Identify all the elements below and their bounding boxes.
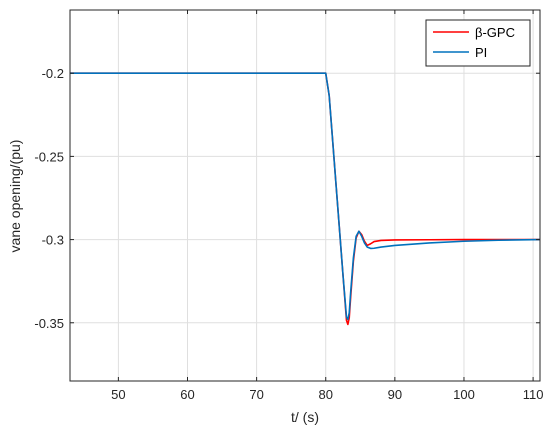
x-tick-label: 100 (453, 387, 475, 402)
x-tick-label: 60 (180, 387, 194, 402)
plot-area (70, 10, 540, 381)
y-axis-ticks: -0.2 -0.25 -0.3 -0.35 (34, 66, 540, 331)
series-line-pi (70, 72, 541, 321)
x-axis-ticks: 50 60 70 80 90 100 110 (111, 10, 543, 402)
y-tick-label: -0.3 (42, 233, 64, 248)
x-tick-label: 110 (523, 387, 544, 402)
legend-label-beta-gpc: β-GPC (475, 25, 515, 40)
y-tick-label: -0.2 (42, 66, 64, 81)
x-tick-label: 50 (111, 387, 125, 402)
legend-box (425, 19, 531, 67)
x-axis-label: t/ (s) (291, 409, 319, 425)
axes-box (69, 9, 541, 382)
x-tick-label: 80 (319, 387, 333, 402)
legend: β-GPC PI (425, 19, 531, 67)
y-axis-label: vane opening/(pu) (7, 140, 23, 253)
x-tick-label: 90 (388, 387, 402, 402)
series-lines (70, 72, 541, 326)
x-tick-label: 70 (249, 387, 263, 402)
y-tick-label: -0.25 (34, 149, 64, 164)
legend-label-pi: PI (475, 45, 487, 60)
y-tick-label: -0.35 (34, 316, 64, 331)
